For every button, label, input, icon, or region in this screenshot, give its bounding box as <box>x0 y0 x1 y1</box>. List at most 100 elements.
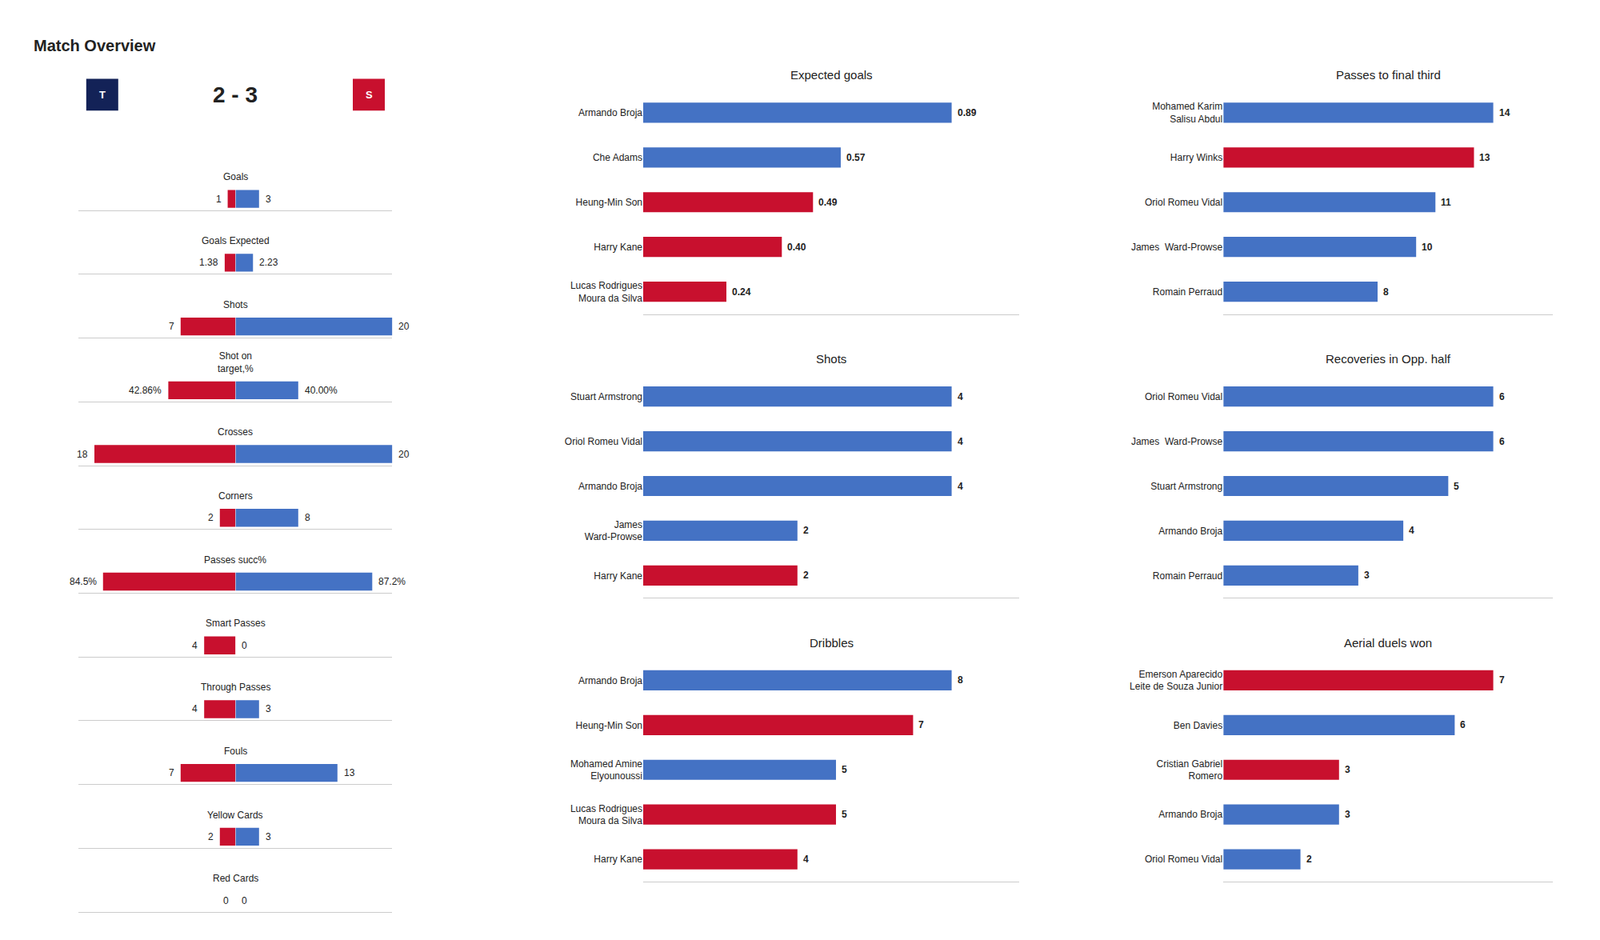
svg-text:18: 18 <box>76 448 88 460</box>
svg-text:1.38: 1.38 <box>199 256 219 268</box>
svg-text:2: 2 <box>803 524 809 536</box>
svg-text:Ben Davies: Ben Davies <box>1173 720 1223 732</box>
svg-text:6: 6 <box>1499 391 1505 403</box>
svg-text:4: 4 <box>803 853 809 865</box>
svg-text:4: 4 <box>957 391 964 403</box>
svg-text:0: 0 <box>241 640 248 652</box>
svg-text:3: 3 <box>265 193 272 205</box>
svg-text:40.00%: 40.00% <box>304 384 338 396</box>
svg-text:Dribbles: Dribbles <box>809 636 854 650</box>
svg-text:6: 6 <box>1460 719 1466 731</box>
svg-text:84.5%: 84.5% <box>69 576 97 588</box>
svg-text:S: S <box>365 88 373 101</box>
svg-text:0.24: 0.24 <box>732 286 752 298</box>
svg-text:3: 3 <box>265 831 272 843</box>
svg-text:Recoveries in Opp. half: Recoveries in Opp. half <box>1325 352 1452 366</box>
svg-text:Shots: Shots <box>223 299 248 311</box>
svg-text:2: 2 <box>208 512 214 524</box>
svg-text:8: 8 <box>957 674 964 686</box>
svg-text:Corners: Corners <box>218 490 253 502</box>
svg-text:4: 4 <box>957 480 964 492</box>
svg-text:20: 20 <box>398 320 410 332</box>
svg-text:7: 7 <box>168 767 175 779</box>
svg-text:Oriol Romeu Vidal: Oriol Romeu Vidal <box>564 436 643 448</box>
svg-text:10: 10 <box>1421 241 1433 253</box>
svg-text:8: 8 <box>1383 286 1389 298</box>
svg-text:8: 8 <box>304 512 311 524</box>
svg-text:Match Overview: Match Overview <box>33 36 156 55</box>
svg-text:James Ward-Prowse: James Ward-Prowse <box>1131 241 1224 253</box>
svg-text:Emerson AparecidoLeite de Souz: Emerson AparecidoLeite de Souza Junior <box>1129 668 1223 693</box>
svg-text:Mohamed KarimSalisu Abdul: Mohamed KarimSalisu Abdul <box>1152 100 1223 125</box>
svg-text:7: 7 <box>168 320 175 332</box>
svg-text:4: 4 <box>192 703 198 715</box>
svg-text:Armando Broja: Armando Broja <box>1158 808 1223 820</box>
svg-text:1: 1 <box>216 193 222 205</box>
svg-text:Armando Broja: Armando Broja <box>578 675 643 687</box>
svg-text:11: 11 <box>1440 196 1452 208</box>
svg-text:7: 7 <box>1499 674 1505 686</box>
svg-text:Romain Perraud: Romain Perraud <box>1152 286 1223 298</box>
svg-text:4: 4 <box>1408 524 1415 536</box>
svg-text:2 - 3: 2 - 3 <box>212 82 258 108</box>
svg-text:13: 13 <box>1479 152 1491 164</box>
svg-text:Oriol Romeu Vidal: Oriol Romeu Vidal <box>1144 391 1223 403</box>
svg-text:2.23: 2.23 <box>259 256 279 268</box>
svg-text:Expected goals: Expected goals <box>790 68 873 82</box>
svg-text:Heung-Min Son: Heung-Min Son <box>576 720 643 732</box>
svg-text:Goals: Goals <box>223 171 248 183</box>
svg-text:Smart Passes: Smart Passes <box>205 617 266 629</box>
svg-text:0: 0 <box>241 895 248 907</box>
svg-text:2: 2 <box>208 831 214 843</box>
svg-text:Harry Kane: Harry Kane <box>593 853 643 865</box>
svg-text:42.86%: 42.86% <box>128 384 162 396</box>
svg-text:Armando Broja: Armando Broja <box>578 480 643 492</box>
svg-text:0.40: 0.40 <box>787 241 807 253</box>
svg-text:Lucas RodriguesMoura da Silva: Lucas RodriguesMoura da Silva <box>570 803 643 828</box>
svg-text:Lucas RodriguesMoura da Silva: Lucas RodriguesMoura da Silva <box>570 280 643 304</box>
svg-text:T: T <box>99 88 106 101</box>
svg-text:3: 3 <box>1344 764 1351 776</box>
svg-text:2: 2 <box>803 569 809 581</box>
svg-text:Harry Kane: Harry Kane <box>593 241 643 253</box>
svg-text:3: 3 <box>1344 808 1351 820</box>
svg-text:Stuart Armstrong: Stuart Armstrong <box>570 391 643 403</box>
svg-text:4: 4 <box>192 640 198 652</box>
svg-text:Oriol Romeu Vidal: Oriol Romeu Vidal <box>1144 196 1223 208</box>
svg-text:JamesWard-Prowse: JamesWard-Prowse <box>584 519 644 544</box>
svg-text:Goals Expected: Goals Expected <box>201 235 270 247</box>
svg-text:6: 6 <box>1499 436 1505 448</box>
svg-text:87.2%: 87.2% <box>378 576 406 588</box>
svg-text:Armando Broja: Armando Broja <box>1158 525 1223 537</box>
svg-text:Shot ontarget,%: Shot ontarget,% <box>217 350 254 375</box>
svg-text:Mohamed AmineElyounoussi: Mohamed AmineElyounoussi <box>570 758 643 783</box>
svg-text:Stuart Armstrong: Stuart Armstrong <box>1150 480 1223 492</box>
svg-text:3: 3 <box>265 703 272 715</box>
svg-text:Harry Kane: Harry Kane <box>593 570 643 582</box>
svg-text:Yellow Cards: Yellow Cards <box>207 809 264 821</box>
svg-text:14: 14 <box>1499 107 1511 119</box>
svg-text:Crosses: Crosses <box>217 426 253 438</box>
svg-text:2: 2 <box>1306 853 1312 865</box>
svg-text:Cristian GabrielRomero: Cristian GabrielRomero <box>1156 758 1223 783</box>
svg-text:0.89: 0.89 <box>957 107 977 119</box>
svg-text:Oriol Romeu Vidal: Oriol Romeu Vidal <box>1144 853 1223 865</box>
svg-text:5: 5 <box>841 808 848 820</box>
svg-text:Red Cards: Red Cards <box>212 872 259 884</box>
svg-text:7: 7 <box>918 719 924 731</box>
svg-text:Fouls: Fouls <box>224 745 248 757</box>
svg-text:3: 3 <box>1364 569 1370 581</box>
svg-text:0.49: 0.49 <box>818 196 838 208</box>
svg-text:Aerial duels won: Aerial duels won <box>1344 636 1432 650</box>
svg-text:5: 5 <box>841 764 848 776</box>
svg-text:5: 5 <box>1453 480 1460 492</box>
svg-text:Shots: Shots <box>816 352 847 366</box>
svg-text:Heung-Min Son: Heung-Min Son <box>576 196 643 208</box>
svg-text:Through Passes: Through Passes <box>200 681 271 693</box>
svg-text:Romain Perraud: Romain Perraud <box>1152 570 1223 582</box>
svg-text:13: 13 <box>344 767 356 779</box>
svg-text:4: 4 <box>957 436 964 448</box>
svg-text:0.57: 0.57 <box>846 152 866 164</box>
svg-text:0: 0 <box>223 895 229 907</box>
svg-text:Armando Broja: Armando Broja <box>578 107 643 119</box>
